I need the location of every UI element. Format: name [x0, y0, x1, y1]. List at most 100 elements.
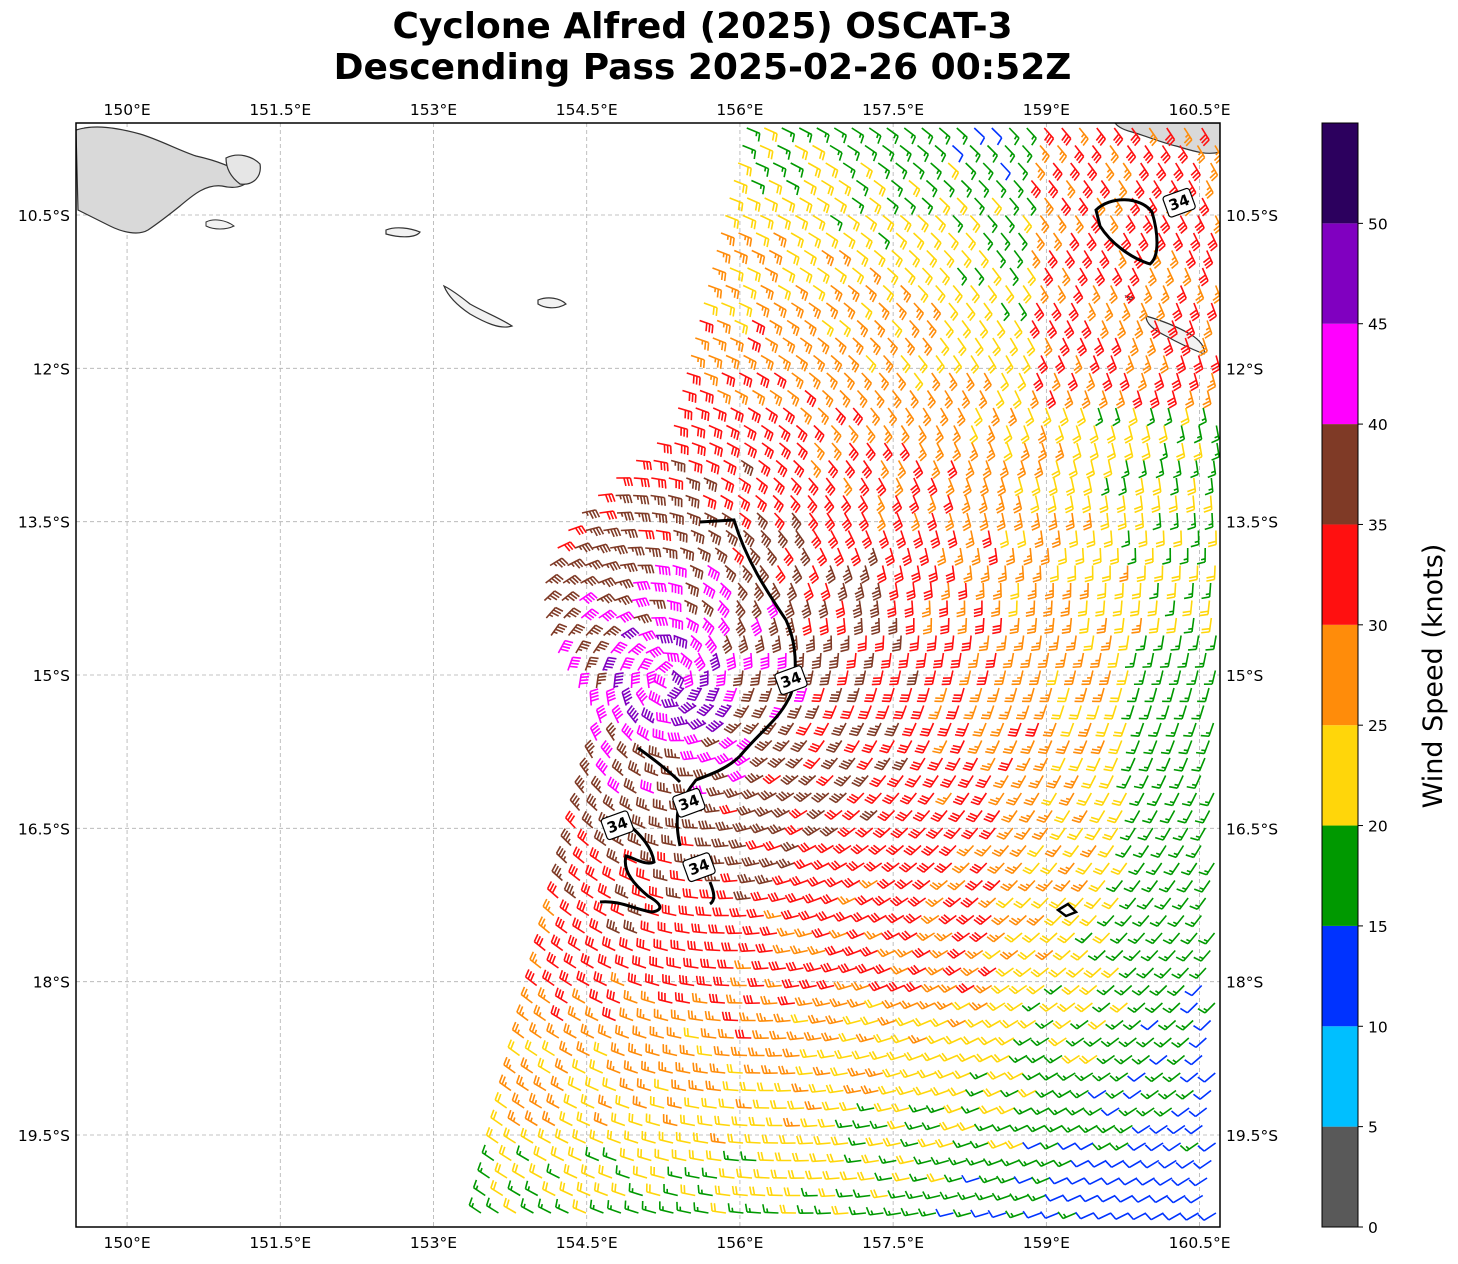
wind-barb	[1057, 285, 1067, 304]
wind-barb	[1121, 302, 1131, 322]
wind-barb	[1037, 355, 1049, 374]
wind-barb	[935, 442, 945, 462]
wind-barb	[1158, 425, 1168, 444]
wind-barb	[1077, 267, 1088, 287]
wind-barb	[969, 425, 979, 445]
chart-title: Cyclone Alfred (2025) OSCAT-3 Descending…	[0, 6, 1405, 88]
wind-barb	[1163, 407, 1173, 427]
wind-barb	[1086, 372, 1096, 392]
wind-barb	[1087, 302, 1097, 322]
wind-barb	[1142, 355, 1152, 374]
wind-barb	[716, 249, 731, 264]
wind-barb	[772, 162, 787, 178]
wind-barb	[1000, 372, 1010, 392]
wind-barb	[880, 460, 890, 479]
wind-barb	[1169, 250, 1179, 269]
wind-barb	[873, 179, 886, 197]
colorbar-segment	[1322, 223, 1358, 324]
wind-barb	[874, 319, 886, 338]
wind-barb	[913, 302, 925, 321]
wind-barb	[886, 197, 899, 215]
lon-tick-top: 154.5°E	[556, 101, 618, 119]
wind-barb	[1003, 425, 1013, 444]
wind-barb	[1155, 162, 1167, 182]
wind-barb	[1022, 285, 1032, 304]
wind-barb	[1112, 127, 1124, 147]
wind-barb	[978, 390, 988, 409]
lat-tick-left: 16.5°S	[18, 820, 70, 838]
wind-barb	[1202, 390, 1212, 409]
wind-barb	[773, 232, 787, 248]
wind-barb	[691, 442, 706, 457]
wind-barb	[723, 459, 737, 476]
wind-barb	[834, 337, 847, 355]
wind-barb	[808, 372, 821, 390]
wind-barb	[829, 144, 843, 161]
wind-barb	[843, 232, 856, 250]
colorbar-tick-label: 40	[1368, 416, 1388, 434]
wind-barb	[934, 144, 947, 163]
wind-barb	[957, 337, 967, 357]
wind-barb	[918, 425, 927, 444]
wind-barb	[934, 214, 947, 233]
wind-barb	[905, 407, 915, 427]
wind-barb	[883, 425, 893, 444]
wind-barb	[918, 442, 927, 462]
wind-barb	[982, 162, 994, 181]
wind-barb	[743, 354, 757, 371]
wind-barb	[742, 214, 757, 230]
wind-barb	[1057, 215, 1067, 234]
wind-barb	[935, 425, 944, 444]
wind-barb	[794, 144, 809, 161]
wind-barb	[1117, 320, 1127, 340]
colorbar-tick-label: 15	[1368, 918, 1388, 936]
wind-barb	[1213, 215, 1220, 235]
wind-barb	[1047, 180, 1059, 199]
lon-tick-bottom: 151.5°E	[249, 1234, 311, 1252]
wind-barb	[861, 460, 873, 479]
wind-barb	[1198, 267, 1209, 287]
wind-barb	[825, 302, 839, 320]
wind-barb	[682, 389, 697, 403]
lat-tick-left: 18°S	[33, 974, 70, 992]
wind-barb	[1072, 425, 1082, 444]
wind-barb	[1193, 425, 1203, 444]
wind-barb	[1193, 442, 1203, 461]
wind-barb	[943, 249, 955, 269]
wind-barb	[996, 320, 1006, 339]
wind-barb	[744, 442, 758, 459]
wind-barb	[1159, 442, 1168, 461]
wind-barb	[1051, 372, 1061, 392]
wind-barb	[656, 442, 672, 455]
wind-barb	[995, 390, 1005, 409]
wind-barb	[1102, 372, 1113, 392]
wind-barb	[1129, 337, 1139, 357]
wind-barb	[951, 144, 964, 163]
wind-barb	[775, 459, 788, 478]
wind-barb	[861, 372, 873, 391]
wind-barb	[1142, 215, 1154, 234]
wind-barb	[917, 284, 929, 304]
wind-barb	[1164, 127, 1176, 147]
wind-barb	[1018, 302, 1028, 322]
wind-barb	[1106, 442, 1117, 462]
wind-barb	[821, 249, 835, 267]
wind-barb	[925, 179, 938, 198]
wind-barb	[1125, 215, 1136, 234]
wind-barb	[738, 372, 753, 388]
wind-barb	[912, 162, 925, 180]
wind-barb	[721, 372, 736, 387]
wind-barb	[1042, 267, 1054, 287]
wind-barb	[826, 372, 838, 390]
wind-barb	[843, 302, 856, 320]
lon-tick-bottom: 157.5°E	[862, 1234, 924, 1252]
wind-barb	[794, 214, 809, 231]
wind-barb	[1180, 337, 1191, 357]
wind-barb	[831, 442, 842, 461]
wind-barb	[939, 197, 951, 216]
wind-barb	[1099, 180, 1111, 199]
wind-barb	[821, 389, 834, 408]
wind-barb	[1081, 320, 1092, 339]
wind-barb	[908, 249, 921, 268]
wind-barb	[729, 267, 744, 282]
